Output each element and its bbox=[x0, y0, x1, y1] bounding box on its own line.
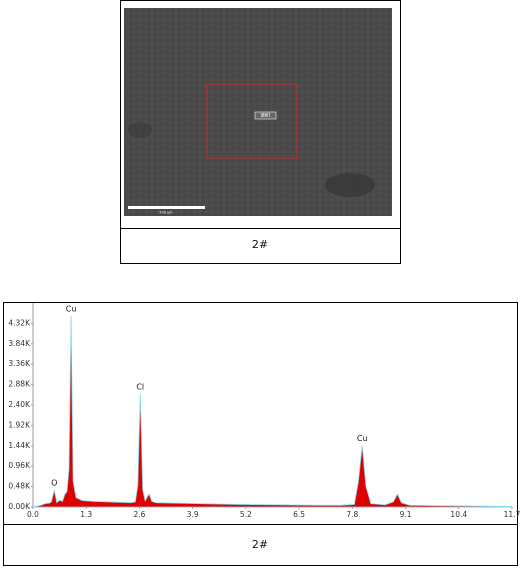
selection-box bbox=[206, 83, 298, 159]
x-tick-label: 0.0 bbox=[27, 510, 39, 519]
x-tick-label: 11.7 bbox=[504, 510, 520, 519]
y-tick-label: 3.84K bbox=[8, 339, 31, 348]
caption: 2# bbox=[252, 538, 268, 551]
y-tick-label: 1.44K bbox=[8, 441, 31, 450]
x-tick-label: 7.8 bbox=[346, 510, 358, 519]
x-tick-label: 9.1 bbox=[400, 510, 412, 519]
spectrum-label-box bbox=[254, 111, 277, 120]
x-tick-label: 2.6 bbox=[133, 510, 145, 519]
caption: 2# bbox=[252, 238, 268, 251]
peak-label: Cu bbox=[66, 305, 77, 314]
x-tick-label: 10.4 bbox=[450, 510, 467, 519]
scale-label: 500 µm bbox=[159, 211, 173, 215]
sem-shadow bbox=[128, 122, 152, 138]
peak-label: O bbox=[51, 479, 57, 488]
figure-frame bbox=[3, 302, 518, 566]
y-tick-label: 0.00K bbox=[8, 502, 31, 511]
x-tick-label: 3.9 bbox=[187, 510, 199, 519]
image-figure: 谱图1 500 µm 2# bbox=[120, 0, 401, 264]
y-tick-label: 0.96K bbox=[8, 461, 31, 470]
x-tick-label: 1.3 bbox=[80, 510, 92, 519]
peak-label: Cu bbox=[357, 434, 368, 443]
scale-bar bbox=[128, 206, 205, 209]
x-tick-label: 5.2 bbox=[240, 510, 252, 519]
y-tick-label: 4.32K bbox=[8, 318, 31, 327]
spectrum-figure: 2# 0.00K 0.48K 0.96K 1.44K 1.92K 2.40K 2.88K 3.… bbox=[3, 302, 520, 566]
x-tick-label: 6.5 bbox=[293, 510, 305, 519]
spectrum-area bbox=[32, 316, 513, 508]
spectrum-label: 谱图1 bbox=[260, 112, 271, 118]
sem-shadow bbox=[325, 173, 375, 197]
y-tick-label: 0.48K bbox=[8, 482, 31, 491]
peak-label: Cl bbox=[136, 382, 144, 391]
y-tick-label: 2.88K bbox=[8, 380, 31, 389]
y-tick-label: 1.92K bbox=[8, 420, 31, 429]
y-tick-label: 2.40K bbox=[8, 400, 31, 409]
y-tick-label: 3.36K bbox=[8, 359, 31, 368]
